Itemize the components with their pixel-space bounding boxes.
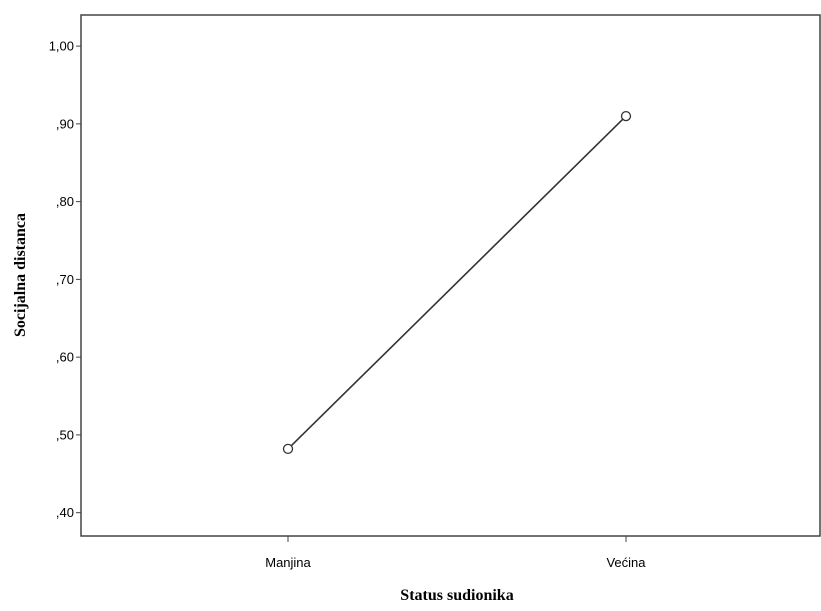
x-axis-title: Status sudionika <box>400 587 513 604</box>
y-tick-label: ,70 <box>56 272 74 287</box>
y-tick-label: ,90 <box>56 116 74 131</box>
y-axis: ,40 ,50 ,60 ,70 ,80 ,90 1,00 <box>49 39 81 520</box>
plot-area-frame <box>80 14 821 537</box>
y-axis-title: Socijalna distanca <box>12 213 29 337</box>
y-tick-label: ,40 <box>56 505 74 520</box>
series-line <box>287 115 627 450</box>
data-point <box>282 443 294 455</box>
data-point <box>620 110 632 122</box>
series-layer <box>282 110 632 455</box>
x-tick-label: Većina <box>606 555 646 570</box>
x-axis: Manjina Većina <box>265 536 646 570</box>
y-tick-label: 1,00 <box>49 39 74 54</box>
y-tick-label: ,80 <box>56 194 74 209</box>
y-tick-label: ,50 <box>56 427 74 442</box>
y-tick-label: ,60 <box>56 350 74 365</box>
x-tick-label: Manjina <box>265 555 311 570</box>
